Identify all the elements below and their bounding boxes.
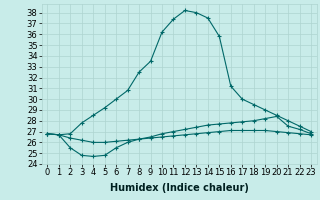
X-axis label: Humidex (Indice chaleur): Humidex (Indice chaleur): [110, 183, 249, 193]
